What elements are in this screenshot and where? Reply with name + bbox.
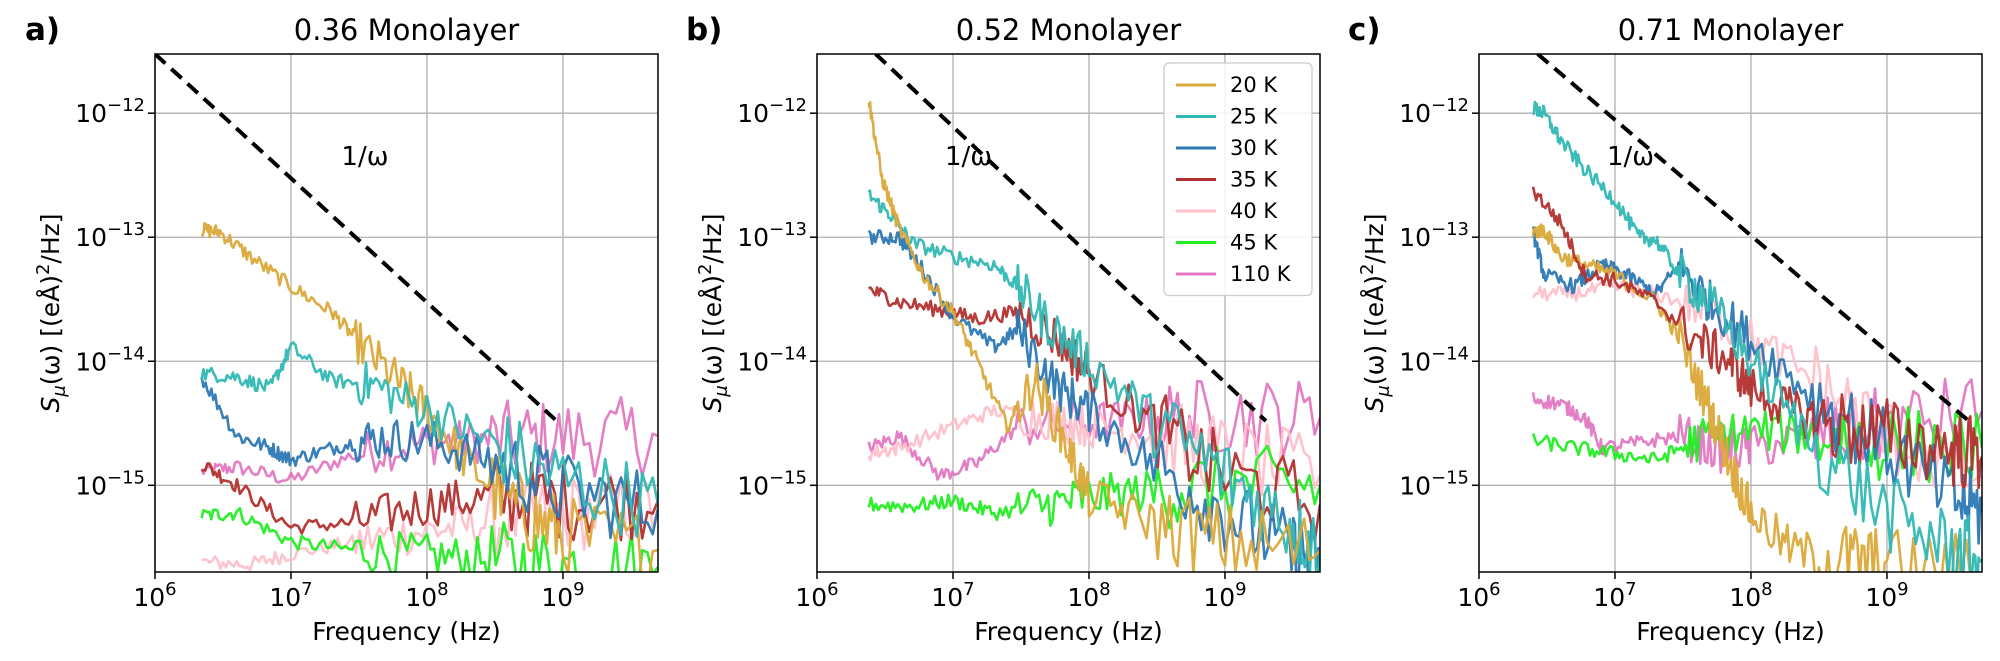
series-line-45k (200, 507, 658, 572)
series-group (867, 54, 1320, 572)
y-tick-label: 10−13 (737, 219, 807, 252)
x-tick-label: 106 (795, 579, 838, 612)
y-tick-label: 10−15 (737, 467, 807, 500)
x-tick-label: 106 (1457, 579, 1500, 612)
panel-title: 0.52 Monolayer (956, 13, 1182, 47)
panel-label: c) (1348, 12, 1381, 48)
y-tick-label: 10−15 (75, 467, 145, 500)
legend-box (1163, 62, 1313, 297)
y-tick-label: 10−12 (737, 95, 807, 128)
legend-entry: 20 K (1230, 73, 1278, 97)
series-line-25k (1532, 100, 1982, 572)
series-line-20k (867, 100, 1320, 572)
x-axis-label: Frequency (Hz) (1636, 617, 1825, 646)
reference-line-label: 1/ω (341, 142, 388, 172)
reference-line-1-over-omega (155, 54, 559, 423)
series-line-30k (1531, 226, 1982, 545)
legend-entry: 30 K (1230, 136, 1278, 160)
legend: 20 K 25 K 30 K 35 K 40 K 45 K 110 K (1163, 62, 1313, 297)
y-tick-label: 10−14 (1399, 343, 1469, 376)
panel-label: a) (25, 12, 60, 48)
x-tick-label: 109 (1203, 579, 1246, 612)
panel-label: b) (686, 12, 722, 48)
y-axis-label: Sμ(ω) [(eÅ)2/Hz] (1357, 213, 1394, 412)
reference-line-1-over-omega (1536, 54, 1971, 423)
y-tick-label: 10−12 (75, 95, 145, 128)
y-axis-label: Sμ(ω) [(eÅ)2/Hz] (695, 213, 732, 412)
series-line-20k (200, 221, 658, 572)
axes-frame (816, 53, 1321, 573)
y-tick-label: 10−14 (75, 343, 145, 376)
reference-line-1-over-omega (874, 54, 1268, 423)
x-tick-label: 106 (133, 579, 176, 612)
panel-b: 1/ω 106 107 108 109 10−15 10−14 10−13 10−12 Frequ… (686, 12, 1321, 646)
x-tick-label: 107 (1593, 579, 1636, 612)
series-group (155, 54, 658, 572)
series-line-110k (200, 396, 658, 484)
y-tick-label: 10−13 (1399, 219, 1469, 252)
legend-entry: 40 K (1230, 199, 1278, 223)
x-tick-label: 108 (405, 579, 448, 612)
x-tick-label: 108 (1067, 579, 1110, 612)
series-line-25k (200, 341, 658, 538)
series-line-35k (201, 461, 658, 542)
axes-frame (154, 53, 659, 573)
y-tick-label: 10−15 (1399, 467, 1469, 500)
series-line-40k (1531, 278, 1982, 489)
x-tick-label: 107 (931, 579, 974, 612)
series-line-35k (868, 286, 1320, 543)
series-line-40k (867, 400, 1320, 497)
legend-entry: 25 K (1230, 105, 1278, 129)
legend-entry: 45 K (1230, 231, 1278, 255)
series-line-30k (200, 376, 658, 540)
x-axis-label: Frequency (Hz) (974, 617, 1163, 646)
x-tick-label: 109 (1865, 579, 1908, 612)
y-tick-label: 10−14 (737, 343, 807, 376)
y-tick-label: 10−13 (75, 219, 145, 252)
panel-a: 1/ω 106 107 108 109 10−15 10−14 10−13 10−12 Frequ… (25, 12, 659, 646)
x-tick-label: 108 (1729, 579, 1772, 612)
legend-entry: 110 K (1230, 262, 1292, 286)
x-axis-label: Frequency (Hz) (312, 617, 501, 646)
series-line-20k (1531, 223, 1982, 572)
x-tick-label: 109 (541, 579, 584, 612)
series-line-45k (867, 444, 1320, 530)
reference-line-label: 1/ω (1607, 142, 1654, 172)
y-tick-label: 10−12 (1399, 95, 1469, 128)
y-axis-label: Sμ(ω) [(eÅ)2/Hz] (33, 213, 70, 412)
axes-frame (1478, 53, 1983, 573)
legend-entry: 35 K (1230, 168, 1278, 192)
panel-c: 1/ω 106 107 108 109 10−15 10−14 10−13 10−12 Frequ… (1348, 12, 1983, 646)
reference-line-label: 1/ω (945, 142, 992, 172)
panel-title: 0.36 Monolayer (294, 13, 520, 47)
series-group (1531, 54, 1982, 572)
panel-title: 0.71 Monolayer (1618, 13, 1844, 47)
x-tick-label: 107 (269, 579, 312, 612)
series-line-35k (1531, 186, 1982, 490)
